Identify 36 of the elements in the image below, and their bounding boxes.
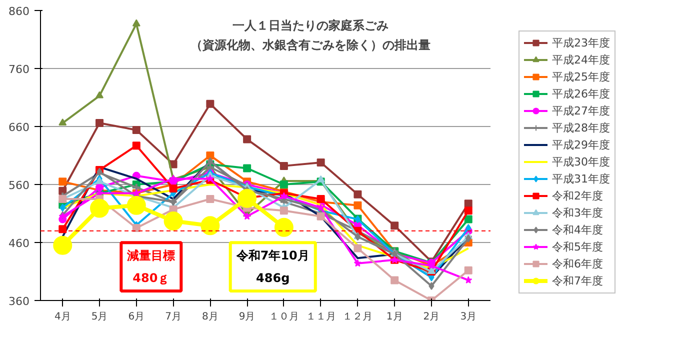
y-tick-label: 360: [8, 295, 30, 308]
legend-label: 平成28年度: [552, 120, 610, 135]
legend-label: 令和4年度: [552, 222, 603, 237]
annotation: 令和7年10月 486g: [235, 248, 310, 286]
x-tick-label: １２月: [342, 312, 373, 322]
x-tick-label: １１月: [306, 312, 336, 322]
x-tick-label: 3月: [460, 312, 477, 322]
legend-label: 平成31年度: [552, 171, 610, 186]
x-tick-label: 4月: [54, 312, 71, 322]
legend-label: 令和2年度: [552, 188, 603, 203]
legend-label: 平成29年度: [552, 137, 610, 152]
legend-label: 令和6年度: [552, 256, 603, 271]
x-tick-label: 9月: [238, 312, 256, 322]
x-tick-label: １０月: [268, 312, 299, 322]
x-tick-label: 5月: [91, 312, 108, 322]
legend-label: 令和7年度: [552, 273, 603, 288]
legend-label: 平成27年度: [552, 103, 610, 118]
x-tick-label: 6月: [128, 312, 145, 322]
y-tick-label: 560: [8, 179, 30, 192]
text: 一人１日当たりの家庭系ごみ（資源化物、水銀含有ごみを除く）の排出量: [190, 18, 430, 52]
legend-label: 平成24年度: [552, 52, 610, 67]
x-tick-label: 8月: [202, 312, 218, 322]
y-tick-label: 860: [8, 5, 30, 18]
legend-label: 令和5年度: [552, 239, 603, 254]
y-tick-label: 460: [8, 237, 30, 250]
x-tick-label: 7月: [165, 312, 182, 322]
annotation: 減量目標 480ｇ: [126, 248, 176, 286]
legend-label: 平成30年度: [552, 154, 610, 169]
x-tick-label: 1月: [386, 312, 403, 322]
legend-label: 平成25年度: [552, 69, 610, 84]
x-tick-label: 2月: [423, 312, 440, 322]
legend-label: 令和3年度: [552, 205, 603, 220]
legend-label: 平成26年度: [552, 86, 610, 101]
y-tick-label: 660: [8, 121, 30, 134]
y-tick-label: 760: [8, 63, 30, 76]
legend-label: 平成23年度: [552, 35, 610, 50]
